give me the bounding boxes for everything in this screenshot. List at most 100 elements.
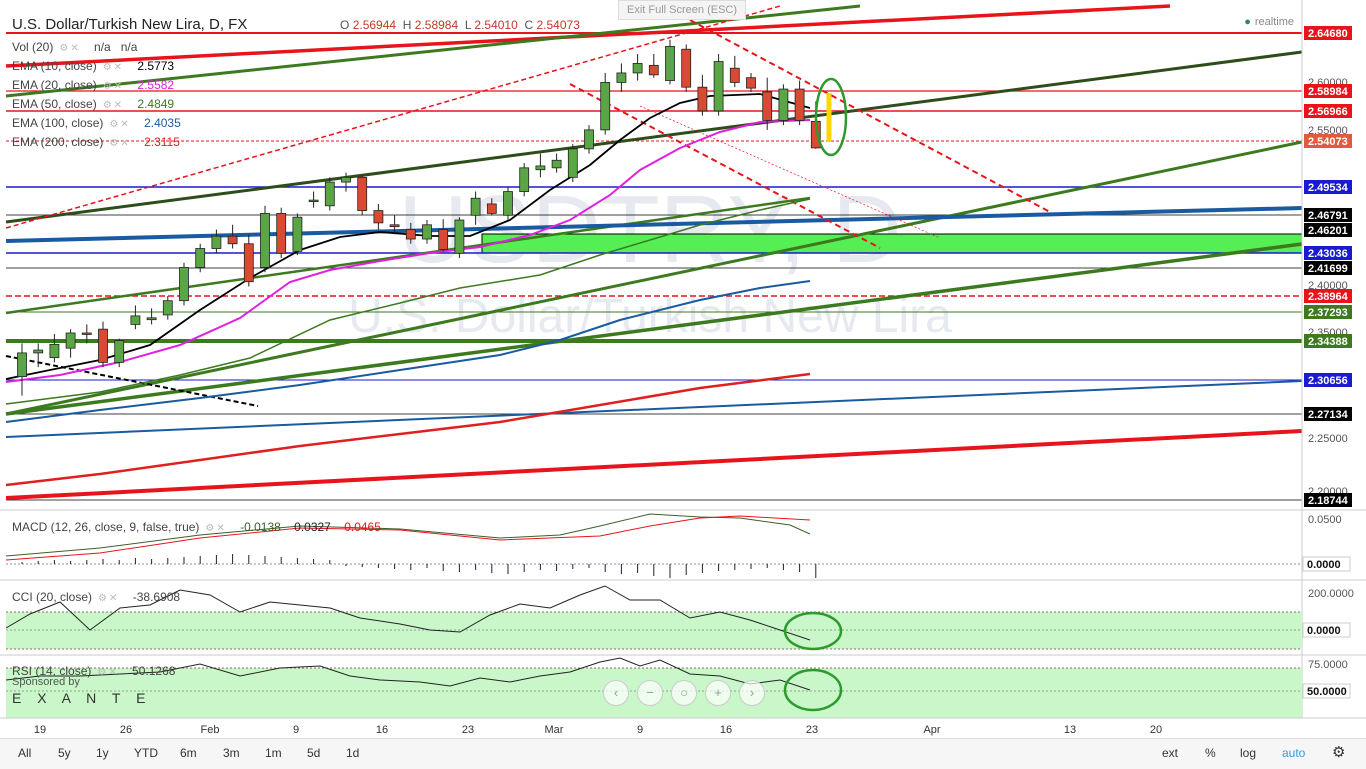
cci-zero-label: 0.0000 — [1307, 625, 1341, 637]
trend-line — [5, 140, 1302, 416]
time-tick: 13 — [1064, 724, 1076, 736]
candle-down — [357, 176, 368, 211]
candle-up — [551, 159, 562, 169]
price-axis[interactable]: 2.60000 2.55000 2.40000 2.35000 2.25000 … — [1301, 0, 1352, 718]
channel-line — [689, 19, 1051, 213]
price-label-bg — [1304, 305, 1352, 319]
macd-pane[interactable]: 0.0500 0.0000 — [0, 509, 1366, 578]
price-label: 2.41699 — [1308, 263, 1348, 275]
price-label: 2.38964 — [1308, 291, 1349, 303]
range-5d-button[interactable]: 5d — [307, 746, 321, 760]
price-label: 2.43036 — [1308, 248, 1348, 260]
candle-up — [17, 352, 27, 378]
rsi-pane[interactable]: 75.0000 50.0000 — [0, 654, 1366, 718]
range-all-button[interactable]: All — [18, 746, 32, 760]
price-label: 2.56966 — [1308, 106, 1348, 118]
gear-icon[interactable]: ⚙ — [1332, 744, 1346, 761]
range-6m-button[interactable]: 6m — [180, 746, 197, 760]
indicator-legend-ema10[interactable]: EMA (10, close) ⚙✕ 2.5773 — [12, 59, 175, 73]
time-axis[interactable]: 19 26 Feb 9 16 23 Mar 9 16 23 Apr 13 20 — [0, 717, 1366, 736]
range-1d-button[interactable]: 1d — [346, 746, 360, 760]
candle-up — [519, 167, 530, 192]
time-tick: Mar — [545, 724, 564, 736]
reset-view-icon[interactable]: ○ — [671, 680, 697, 706]
price-label-bg — [1304, 246, 1352, 260]
cci-pane[interactable]: 200.0000 0.0000 — [0, 579, 1366, 651]
trend-line — [5, 206, 1302, 243]
indicator-legend-ema50[interactable]: EMA (50, close) ⚙✕ 2.4849 — [12, 97, 175, 111]
log-scale-button[interactable]: log — [1240, 746, 1257, 760]
chart-title: U.S. Dollar/Turkish New Lira, D, FX — [12, 16, 248, 33]
macd-legend[interactable]: MACD (12, 26, close, 9, false, true) ⚙✕ -… — [12, 520, 381, 534]
settings-icon: ⚙✕ — [109, 119, 131, 130]
candle-down — [438, 229, 449, 250]
indicator-legend-ema200[interactable]: EMA (200, close) ⚙✕ 2.3115 — [12, 135, 180, 149]
range-1m-button[interactable]: 1m — [265, 746, 282, 760]
range-1y-button[interactable]: 1y — [96, 746, 109, 760]
candle-up — [665, 45, 675, 81]
candle-down — [762, 91, 773, 121]
rsi-axis-tick: 75.0000 — [1308, 659, 1348, 671]
settings-icon: ⚙✕ — [59, 43, 81, 54]
price-label-bg — [1304, 407, 1352, 421]
channel-midline — [639, 105, 941, 239]
price-tick: 2.25000 — [1308, 433, 1348, 445]
time-tick: Feb — [201, 724, 220, 736]
rsi-legend[interactable]: RSI (14, close) ⚙✕ 50.1268 — [12, 664, 176, 678]
trend-line — [5, 5, 781, 229]
indicator-legend-ema20[interactable]: EMA (20, close) ⚙✕ 2.5582 — [12, 78, 175, 92]
percent-scale-button[interactable]: % — [1205, 746, 1216, 760]
candle-down — [794, 88, 805, 121]
candle-up — [341, 176, 351, 183]
candle-down — [681, 48, 692, 88]
scroll-right-icon[interactable]: › — [739, 680, 765, 706]
price-label-bg — [1304, 289, 1352, 303]
trend-line — [5, 380, 1302, 438]
price-label-bg — [1304, 84, 1352, 98]
range-3m-button[interactable]: 3m — [223, 746, 240, 760]
price-label: 2.49534 — [1308, 182, 1349, 194]
candle-down — [405, 229, 416, 240]
ema-10-line — [5, 93, 811, 380]
time-tick: 23 — [462, 724, 474, 736]
candle-up — [454, 219, 465, 254]
trend-line — [5, 50, 1302, 224]
range-5y-button[interactable]: 5y — [58, 746, 71, 760]
indicator-legend-vol[interactable]: Vol (20) ⚙✕ n/a n/a — [12, 40, 138, 54]
candle-up — [130, 315, 141, 325]
scroll-left-icon[interactable]: ‹ — [603, 680, 629, 706]
settings-icon: ⚙✕ — [102, 100, 125, 111]
exit-fullscreen-button[interactable]: Exit Full Screen (ESC) — [618, 0, 747, 20]
candle-down — [389, 224, 400, 228]
extended-hours-button[interactable]: ext — [1162, 746, 1179, 760]
price-label-bg — [1304, 261, 1352, 275]
time-tick: 19 — [34, 724, 46, 736]
range-ytd-button[interactable]: YTD — [134, 746, 158, 760]
ema-50-line — [5, 198, 811, 405]
trading-chart[interactable]: USDTRY, D U.S. Dollar/Turkish New Lira — [0, 0, 1366, 738]
candle-up — [422, 224, 432, 240]
candle-up — [33, 349, 44, 354]
main-pane[interactable] — [5, 4, 1302, 501]
candle-down — [373, 210, 384, 224]
price-label-bg — [1304, 373, 1352, 387]
price-label: 2.30656 — [1308, 375, 1348, 387]
trend-line — [5, 242, 1302, 416]
channel-line — [569, 83, 881, 249]
sponsor-badge[interactable]: Sponsored by E X A N T E — [12, 676, 152, 706]
candlestick-series — [17, 39, 821, 396]
zoom-in-icon[interactable]: + — [705, 680, 731, 706]
symbol-watermark: USDTRY, D U.S. Dollar/Turkish New Lira — [348, 176, 952, 343]
zoom-out-icon[interactable]: − — [637, 680, 663, 706]
indicator-legend-ema100[interactable]: EMA (100, close) ⚙✕ 2.4035 — [12, 116, 181, 130]
cci-legend[interactable]: CCI (20, close) ⚙✕ -38.6908 — [12, 590, 181, 604]
candle-up — [584, 129, 594, 150]
candle-down — [746, 77, 756, 89]
candle-up — [162, 300, 173, 316]
price-label: 2.54073 — [1308, 136, 1348, 148]
price-label-bg — [1304, 334, 1352, 348]
settings-icon: ⚙✕ — [98, 593, 120, 604]
realtime-status: realtime — [1244, 16, 1294, 28]
candle-down — [648, 64, 659, 76]
auto-scale-button[interactable]: auto — [1282, 746, 1306, 760]
